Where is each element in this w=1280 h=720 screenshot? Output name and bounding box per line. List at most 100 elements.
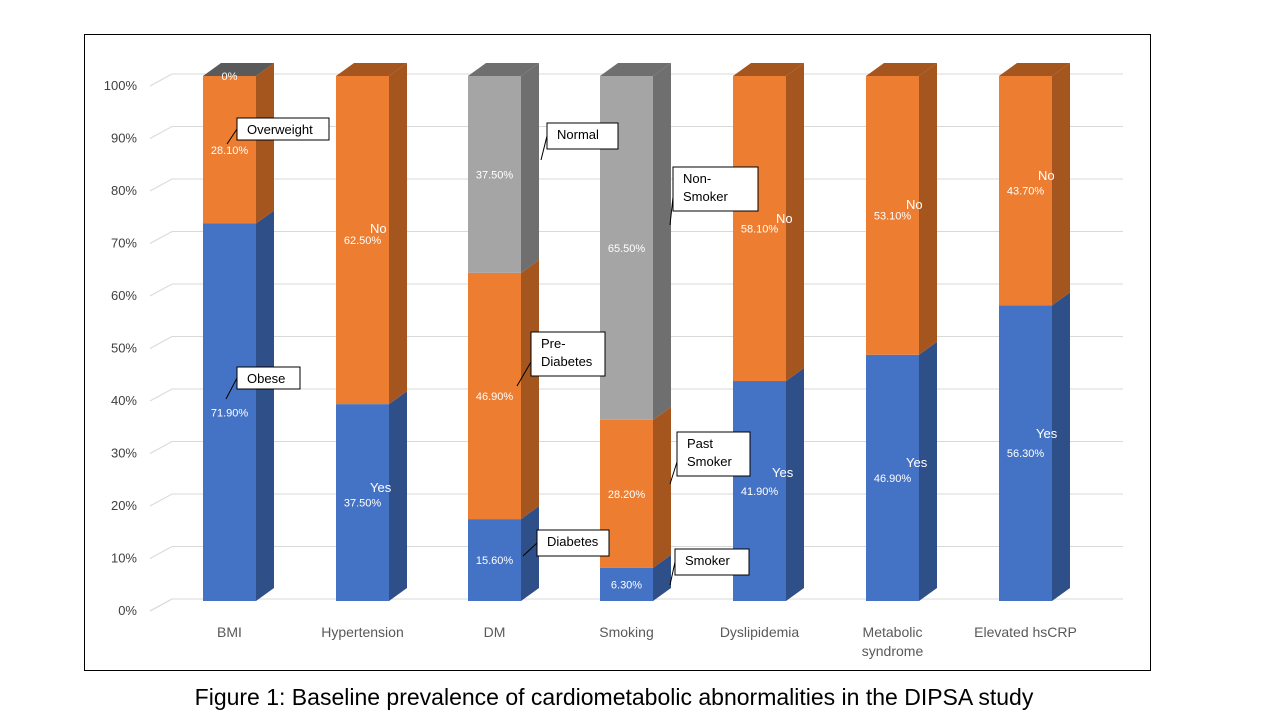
bar-stack: 37.50% 62.50% [336,63,407,601]
category-label: Metabolic [863,624,923,640]
annotation-leader [516,361,532,387]
category-label: Dyslipidemia [720,624,800,640]
bar-stack: 41.90% 58.10% [733,63,804,601]
annotation-label: Smoker [683,189,728,204]
bar-segment [468,519,521,601]
y-tick-label: 80% [111,183,137,198]
bar-stack: 15.60% 46.90% 37.50% [468,63,539,601]
gridline [149,178,1123,192]
y-tick-label: 30% [111,446,137,461]
data-label: 53.10% [874,210,912,222]
annotation-label: Smoker [685,553,730,568]
bar-segment [866,354,919,601]
gridline [149,388,1123,402]
annotation-leader [669,461,678,485]
bar-stack: 71.90% 28.10% 0% [203,63,274,601]
data-label: 56.30% [1007,448,1045,460]
category-label: BMI [217,624,242,640]
annotation-box [236,366,301,390]
bar-segment [733,76,786,382]
gridline [149,441,1123,454]
annotation-leader [669,561,676,586]
annotation-label: Smoker [687,454,732,469]
y-tick-label: 100% [104,78,138,93]
y-tick-label: 40% [111,393,137,408]
y-tick-label: 70% [111,236,137,251]
bar-segment-side [256,210,274,601]
data-label: 71.90% [211,407,249,419]
floor-edge [149,598,173,612]
bar-segment-side [786,368,804,601]
annotation-box [546,122,619,150]
annotation-label: No [906,197,923,212]
bar-segment-side [1052,63,1070,306]
data-label: 46.90% [874,473,912,485]
annotation-box [674,548,750,576]
bar-top-cap [336,63,407,76]
bar-segment-side [919,63,937,355]
bar-segment-side [786,63,804,382]
bar-top-cap [733,63,804,76]
bar-segment [468,272,521,520]
bar-segment [600,567,653,601]
annotation-label: Obese [247,371,285,386]
annotation-label: Non- [683,171,711,186]
category-label: Elevated hsCRP [974,624,1077,640]
gridline [149,126,1123,139]
y-tick-label: 50% [111,341,137,356]
annotation-box [236,117,330,141]
gridline [149,231,1123,244]
annotation-label: Diabetes [547,534,599,549]
bar-segment-side [653,63,671,420]
data-label: 28.10% [211,145,249,157]
annotation-leader [522,542,538,557]
data-label: 6.30% [611,579,642,591]
data-label: 37.50% [476,169,514,181]
bar-stack: 56.30% 43.70% [999,63,1070,601]
data-label: 46.90% [476,391,514,403]
y-tick-label: 20% [111,498,137,513]
bar-segment [336,404,389,601]
category-label: Smoking [599,624,653,640]
annotation-label: Yes [906,455,928,470]
data-label: 62.50% [344,235,382,247]
annotation-box [676,431,751,477]
annotation-label: Pre- [541,336,566,351]
data-label: 58.10% [741,224,779,236]
annotation-label: No [776,211,793,226]
bar-top-cap [468,63,539,76]
category-label: DM [484,624,506,640]
y-tick-label: 0% [118,603,137,618]
annotation-label: Overweight [247,122,313,137]
gridline [149,493,1123,507]
bar-segment [999,76,1052,306]
bar-segment [999,305,1052,601]
category-label: Hypertension [321,624,404,640]
chart-frame: 0% 10% 20% 30% 40% 50% 60% 70% 80% 90% 100% 71.90% 2… [84,34,1151,671]
bar-segment-side [521,506,539,601]
y-tick-label: 60% [111,288,137,303]
annotation-label: Yes [370,480,392,495]
gridline [149,73,1123,87]
annotation-leader [225,377,238,400]
annotation-label: No [370,221,387,236]
bar-segment [468,76,521,273]
data-label: 65.50% [608,243,646,255]
bar-stack: 46.90% 53.10% [866,63,937,601]
bar-segment-side [256,63,274,224]
annotation-label: Yes [1036,426,1058,441]
y-tick-label: 10% [111,551,137,566]
gridline [149,546,1123,559]
annotation-box [672,166,759,212]
annotation-label: Normal [557,127,599,142]
bar-segment-side [521,63,539,273]
annotation-label: Diabetes [541,354,593,369]
annotation-label: Past [687,436,713,451]
data-label: 28.20% [608,489,646,501]
annotation-box [530,331,606,377]
bar-segment-side [521,259,539,520]
bar-top-cap [600,63,671,76]
bar-segment [866,76,919,355]
stacked-bar-chart: 0% 10% 20% 30% 40% 50% 60% 70% 80% 90% 100% 71.90% 2… [104,63,1123,659]
annotation-box [536,529,610,557]
